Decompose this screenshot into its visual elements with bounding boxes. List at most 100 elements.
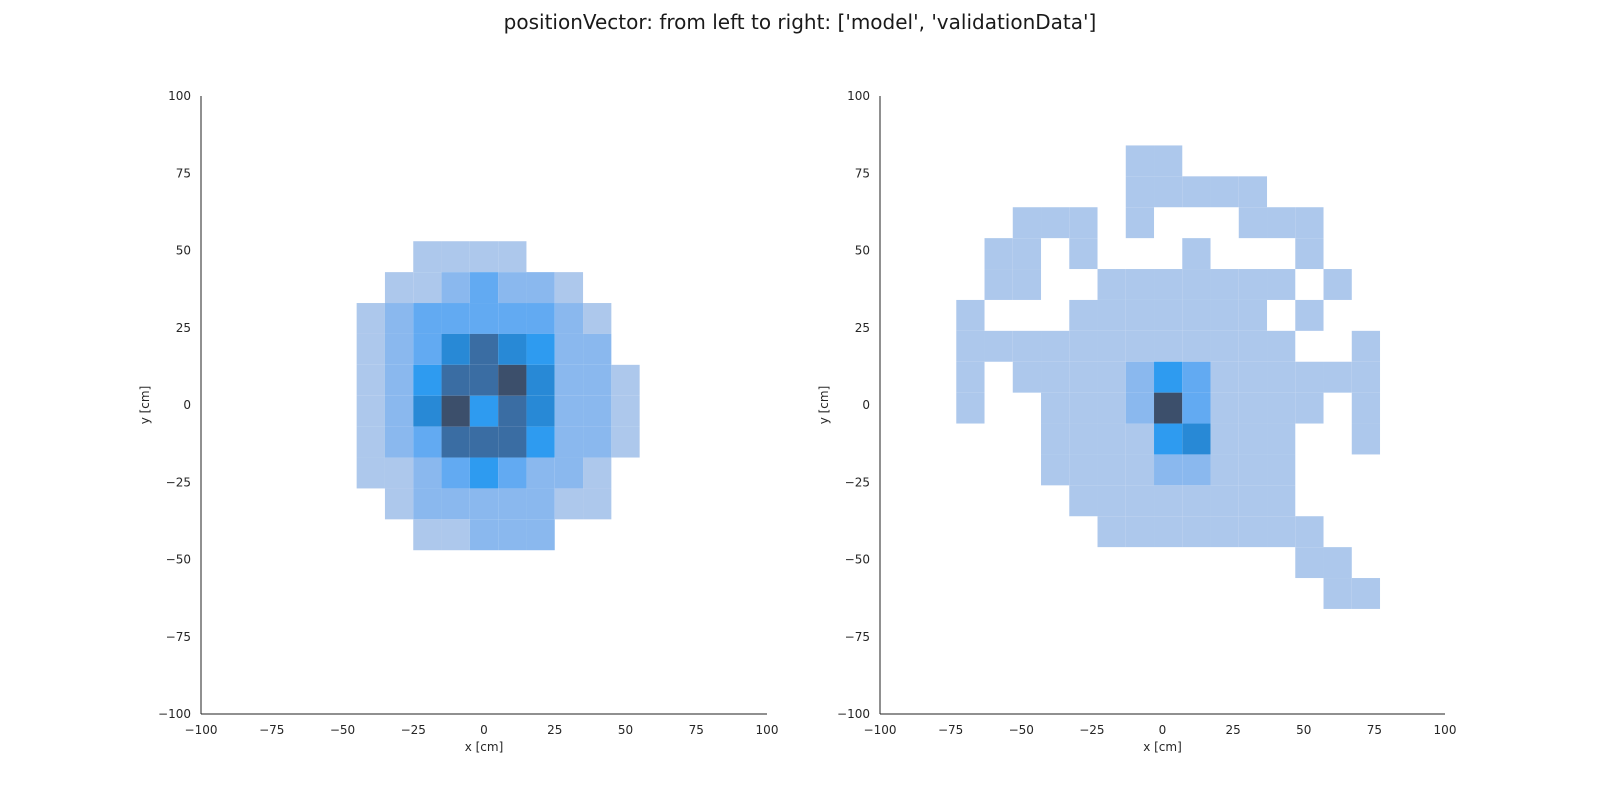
x-tick-label: −25	[1079, 723, 1104, 737]
y-tick-label: −50	[166, 553, 191, 567]
heatmap-cell	[1182, 516, 1211, 548]
heatmap-cell	[1125, 361, 1155, 393]
y-tick-label: −100	[158, 707, 191, 721]
heatmap-cell	[1210, 392, 1239, 424]
heatmap-cell	[441, 457, 470, 489]
heatmap-cell	[956, 392, 985, 424]
heatmap-cell	[441, 488, 470, 520]
heatmap-cell	[526, 457, 555, 489]
heatmap-cell	[1069, 392, 1098, 424]
heatmap-cell	[469, 426, 499, 458]
heatmap-cell	[526, 395, 555, 427]
heatmap-cell	[498, 488, 527, 520]
heatmap-cell	[1125, 454, 1155, 486]
heatmap-cell	[413, 395, 442, 427]
heatmap-cell	[469, 457, 499, 489]
y-tick-label: −25	[166, 475, 191, 489]
heatmap-cell	[1267, 485, 1296, 517]
heatmap-cell	[1238, 516, 1268, 548]
heatmap-cell	[526, 333, 555, 365]
heatmap-cell	[1154, 485, 1183, 517]
x-tick-label: 75	[689, 723, 704, 737]
heatmap-cell	[1097, 454, 1126, 486]
heatmap-cell	[469, 303, 499, 334]
heatmap-cell	[1012, 330, 1042, 362]
heatmap-cell	[984, 238, 1013, 270]
heatmap-cell	[1125, 207, 1155, 239]
heatmap-cell	[1210, 454, 1239, 486]
heatmap-cell	[413, 488, 442, 520]
heatmap-cell	[1182, 392, 1211, 424]
y-tick-label: 75	[855, 166, 870, 180]
heatmap-cell	[469, 488, 499, 520]
x-tick-label: −50	[1009, 723, 1034, 737]
heatmap-cell	[1323, 361, 1352, 393]
y-tick-label: −100	[837, 707, 870, 721]
heatmap-cell	[1154, 145, 1183, 177]
heatmap-cell	[356, 364, 385, 396]
heatmap-cell	[1267, 361, 1296, 393]
heatmap-cell	[583, 426, 612, 458]
heatmap-cell	[1154, 392, 1183, 424]
heatmap-cell	[384, 488, 414, 520]
heatmap-cell	[554, 303, 584, 334]
heatmap-cell	[498, 272, 527, 304]
x-tick-label: 50	[618, 723, 633, 737]
heatmap-cell	[413, 303, 442, 334]
heatmap-cell	[1182, 299, 1211, 331]
heatmap-cell	[1182, 454, 1211, 486]
heatmap-cell	[413, 272, 442, 304]
heatmap-cell	[526, 488, 555, 520]
y-axis-label: y [cm]	[138, 386, 152, 425]
heatmap-cell	[384, 426, 414, 458]
heatmap-cell	[1182, 176, 1211, 208]
heatmap-cell	[356, 303, 385, 334]
y-tick-label: 25	[176, 321, 191, 335]
heatmap-cell	[1069, 330, 1098, 362]
x-tick-label: 75	[1367, 723, 1382, 737]
x-tick-label: 25	[547, 723, 562, 737]
heatmap-cell	[498, 333, 527, 365]
heatmap-cell	[441, 395, 470, 427]
heatmap-cell	[469, 241, 499, 273]
heatmap-cell	[441, 303, 470, 334]
y-tick-label: 50	[176, 244, 191, 258]
heatmap-cell	[1295, 299, 1324, 331]
heatmap-cell	[1238, 269, 1268, 300]
x-axis-label: x [cm]	[465, 740, 504, 754]
heatmap-cell	[554, 333, 584, 365]
heatmap-cell	[1295, 238, 1324, 270]
heatmap-cell	[1295, 361, 1324, 393]
heatmap-cell	[1210, 361, 1239, 393]
heatmap-cell	[498, 426, 527, 458]
heatmap-cell	[413, 241, 442, 273]
heatmap-cell	[1238, 176, 1268, 208]
heatmap-cell	[1295, 207, 1324, 239]
heatmap-cell	[1210, 485, 1239, 517]
heatmap-cell	[1267, 454, 1296, 486]
heatmap-cell	[1069, 485, 1098, 517]
heatmap-cell	[1041, 392, 1070, 424]
x-tick-label: −25	[401, 723, 426, 737]
heatmap-cell	[1210, 516, 1239, 548]
heatmap-cell	[526, 426, 555, 458]
y-tick-label: −25	[845, 475, 870, 489]
heatmap-cell	[1125, 330, 1155, 362]
heatmap-cell	[441, 333, 470, 365]
heatmap-cell	[1182, 423, 1211, 455]
heatmap-cell	[1012, 207, 1042, 239]
heatmap-cell	[1238, 454, 1268, 486]
heatmap-cell	[956, 299, 985, 331]
figure-title: positionVector: from left to right: ['mo…	[503, 10, 1097, 34]
heatmap-cell	[1125, 423, 1155, 455]
heatmap-cell	[583, 303, 612, 334]
y-tick-label: 100	[168, 89, 191, 103]
heatmap-cell	[413, 457, 442, 489]
heatmap-cell	[1267, 392, 1296, 424]
heatmap-cell	[1267, 207, 1296, 239]
heatmap-cell	[1238, 361, 1268, 393]
heatmap-cell	[1069, 238, 1098, 270]
heatmap-cell	[1125, 516, 1155, 548]
